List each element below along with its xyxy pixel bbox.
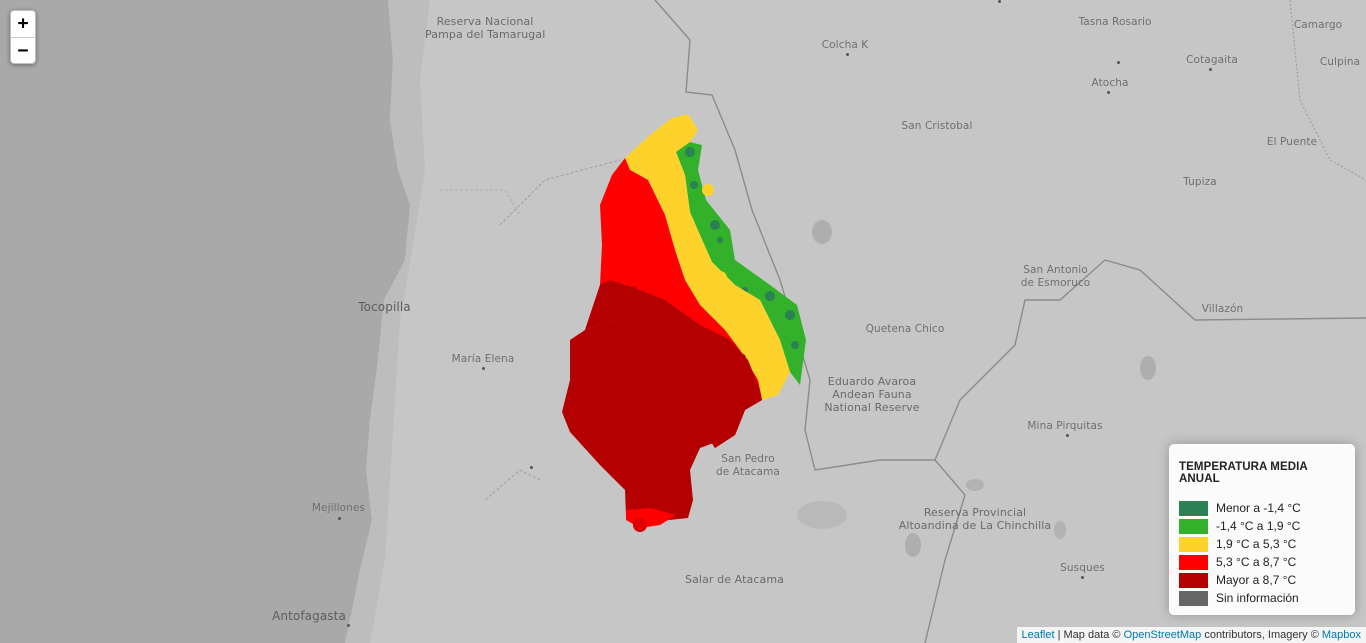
- legend-swatch: [1179, 500, 1208, 516]
- marker-tasna: [1117, 61, 1120, 64]
- legend-item: 5,3 °C a 8,7 °C: [1179, 553, 1345, 571]
- legend-item: 1,9 °C a 5,3 °C: [1179, 535, 1345, 553]
- legend-title: TEMPERATURA MEDIA ANUAL: [1179, 461, 1308, 485]
- label-atocha: Atocha: [1091, 77, 1129, 89]
- legend-label: Sin información: [1216, 591, 1299, 605]
- zoom-in-button[interactable]: +: [17, 13, 29, 34]
- legend-label: Menor a -1,4 °C: [1216, 501, 1301, 515]
- legend-label: -1,4 °C a 1,9 °C: [1216, 519, 1301, 533]
- label-eduardo-avaroa: Eduardo Avaroa Andean Fauna National Res…: [824, 375, 920, 414]
- mapbox-link[interactable]: Mapbox: [1321, 629, 1361, 641]
- legend-item: Mayor a 8,7 °C: [1179, 571, 1345, 589]
- legend: TEMPERATURA MEDIA ANUAL Menor a -1,4 °C -…: [1169, 444, 1355, 615]
- label-antofagasta: Antofagasta: [272, 609, 346, 623]
- label-mejillones: Mejillones: [311, 502, 366, 514]
- legend-label: Mayor a 8,7 °C: [1216, 573, 1297, 587]
- label-colcha-k: Colcha K: [821, 39, 869, 51]
- zoom-out-button[interactable]: −: [11, 37, 35, 63]
- label-el-puente: El Puente: [1266, 136, 1318, 148]
- label-reserva-chinchilla: Reserva Provincial Altoandina de La Chin…: [898, 506, 1052, 532]
- label-culpina: Culpina: [1319, 56, 1361, 68]
- label-mina-pirquitas: Mina Pirquitas: [1027, 420, 1103, 432]
- label-villazon: Villazón: [1201, 303, 1244, 315]
- label-cotagaita: Cotagaita: [1186, 54, 1238, 66]
- marker-cotagaita: [1209, 68, 1212, 71]
- label-camargo: Camargo: [1293, 19, 1343, 31]
- legend-swatch: [1179, 518, 1208, 534]
- marker-susques: [1081, 576, 1084, 579]
- marker-locality: [530, 466, 533, 469]
- legend-swatch: [1179, 554, 1208, 570]
- label-reserva-tamarugal: Reserva Nacional Pampa del Tamarugal: [425, 15, 546, 41]
- legend-swatch: [1179, 590, 1208, 606]
- marker-north: [998, 0, 1001, 3]
- attribution: Leaflet | Map data © OpenStreetMap contr…: [1016, 627, 1366, 643]
- label-susques: Susques: [1060, 562, 1105, 574]
- legend-swatch: [1179, 572, 1208, 588]
- marker-colcha-k: [846, 53, 849, 56]
- legend-item: Menor a -1,4 °C: [1179, 499, 1345, 517]
- label-quetena-chico: Quetena Chico: [865, 323, 945, 335]
- legend-item: -1,4 °C a 1,9 °C: [1179, 517, 1345, 535]
- attribution-text-2: contributors, Imagery ©: [1201, 629, 1322, 641]
- attribution-text-1: | Map data ©: [1054, 629, 1124, 641]
- zone-dark-red: [562, 280, 762, 532]
- label-san-cristobal: San Cristobal: [901, 120, 973, 132]
- label-tocopilla: Tocopilla: [358, 300, 411, 314]
- legend-label: 1,9 °C a 5,3 °C: [1216, 537, 1297, 551]
- zoom-control: + −: [10, 10, 36, 64]
- legend-swatch: [1179, 536, 1208, 552]
- label-tasna-rosario: Tasna Rosario: [1078, 16, 1152, 28]
- leaflet-link[interactable]: Leaflet: [1021, 629, 1055, 641]
- label-maria-elena: María Elena: [451, 353, 515, 365]
- osm-link[interactable]: OpenStreetMap: [1123, 629, 1202, 641]
- marker-antofagasta: [347, 624, 350, 627]
- legend-label: 5,3 °C a 8,7 °C: [1216, 555, 1297, 569]
- zone-yellow: [625, 114, 790, 400]
- legend-item: Sin información: [1179, 589, 1345, 607]
- label-salar-atacama: Salar de Atacama: [684, 573, 784, 586]
- marker-atocha: [1107, 91, 1110, 94]
- marker-mejillones: [338, 517, 341, 520]
- marker-mina-pirquitas: [1066, 434, 1069, 437]
- label-san-antonio: San Antonio de Esmoruco: [1020, 264, 1091, 289]
- label-tupiza: Tupiza: [1183, 176, 1217, 188]
- label-san-pedro: San Pedro de Atacama: [716, 453, 780, 478]
- marker-maria-elena: [482, 367, 485, 370]
